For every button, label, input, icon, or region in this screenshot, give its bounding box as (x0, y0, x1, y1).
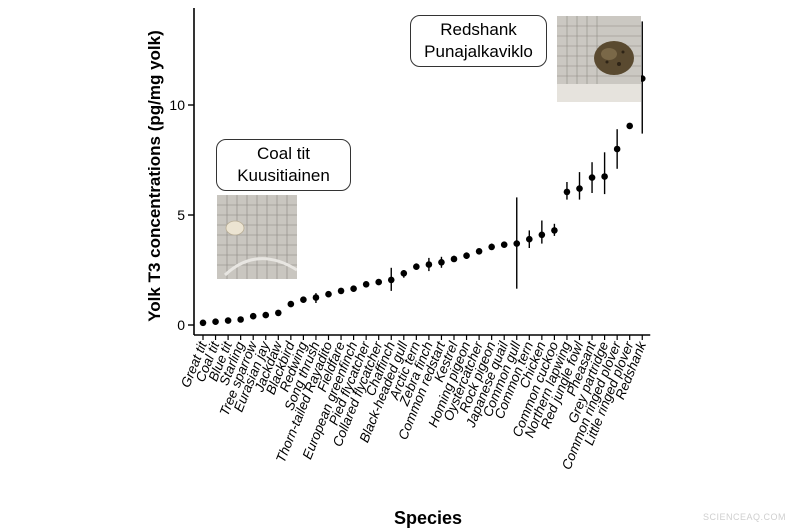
data-point (601, 173, 608, 180)
redshank-callout: Redshank Punajalkaviklo (410, 15, 547, 67)
data-point (237, 316, 244, 323)
data-point (413, 263, 420, 271)
data-point (450, 255, 458, 263)
coal-tit-egg-image (217, 195, 297, 279)
redshank-egg-photo (557, 16, 641, 102)
data-point (212, 318, 219, 326)
data-point (350, 285, 357, 293)
data-point (563, 188, 571, 196)
data-point (551, 227, 558, 234)
y-tick-labels: 0 5 10 (169, 97, 185, 333)
redshank-callout-line2: Punajalkaviklo (424, 42, 533, 61)
data-point (249, 312, 257, 320)
data-point (312, 294, 320, 301)
data-marks (199, 21, 646, 327)
redshank-egg-image (557, 16, 641, 102)
data-point (287, 300, 295, 308)
data-point (626, 122, 633, 130)
data-point (425, 261, 433, 268)
redshank-callout-line1: Redshank (440, 20, 517, 39)
data-point (387, 276, 395, 284)
data-point (438, 259, 445, 266)
data-point (588, 174, 596, 181)
data-point (224, 317, 232, 324)
data-point (199, 319, 207, 327)
coal-tit-callout: Coal tit Kuusitiainen (216, 139, 351, 191)
coal-tit-callout-line2: Kuusitiainen (237, 166, 330, 185)
data-point (488, 243, 495, 251)
data-point (538, 231, 546, 239)
data-point (300, 296, 307, 304)
data-point (463, 252, 470, 259)
data-point (613, 145, 621, 153)
x-axis-label: Species (394, 508, 462, 528)
data-point (475, 248, 483, 255)
y-tick-label: 0 (177, 317, 185, 333)
data-point (325, 290, 332, 298)
data-point (362, 281, 370, 288)
data-point (337, 287, 345, 295)
axes (188, 8, 651, 340)
data-point (500, 241, 508, 248)
coal-tit-egg-photo (217, 195, 297, 279)
data-point (375, 278, 383, 286)
data-point (262, 311, 270, 319)
data-point (513, 240, 521, 247)
y-tick-label: 5 (177, 207, 185, 223)
coal-tit-callout-line1: Coal tit (257, 144, 310, 163)
data-point (526, 235, 533, 243)
y-axis-label: Yolk T3 concentrations (pg/mg yolk) (145, 30, 164, 322)
data-point (275, 309, 282, 317)
watermark: SCIENCEAQ.COM (702, 512, 786, 522)
y-tick-label: 10 (169, 97, 185, 113)
data-point (400, 270, 408, 277)
data-point (576, 185, 583, 192)
